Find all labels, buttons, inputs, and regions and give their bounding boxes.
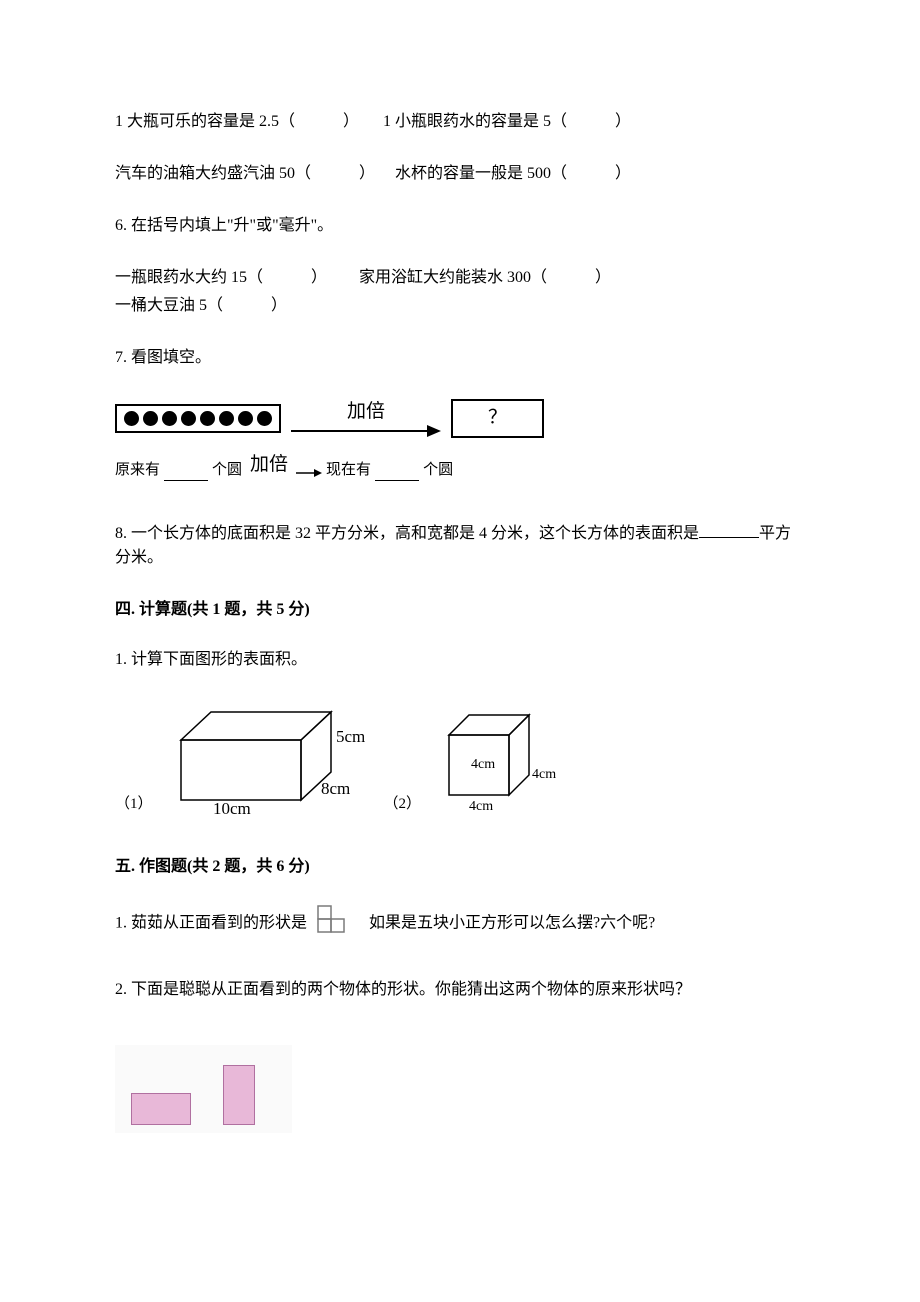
dot <box>143 411 158 426</box>
figures-row: （1） 5cm 8cm 10cm （2） 4cm 4cm 4cm <box>115 700 805 815</box>
q5-line2-b: 水杯的容量一般是 500（ ） <box>395 165 631 182</box>
dot <box>257 411 272 426</box>
q7-title: 7. 看图填空。 <box>115 346 805 370</box>
q7-row2: 原来有 个圆 加倍 现在有 个圆 <box>115 453 805 482</box>
blank-field[interactable] <box>164 465 208 481</box>
arrow-wrap: 加倍 <box>291 398 441 439</box>
dot <box>124 411 139 426</box>
blank-field[interactable] <box>699 521 759 538</box>
sec5-q1-a: 1. 茹茹从正面看到的形状是 <box>115 915 307 932</box>
question-box: ？ <box>451 399 544 438</box>
cuboid-l: 10cm <box>213 799 251 815</box>
q5-line1-a: 1 大瓶可乐的容量是 2.5（ ） <box>115 113 359 130</box>
cuboid-figure: 5cm 8cm 10cm <box>171 700 366 815</box>
q7-row2-a: 原来有 <box>115 459 160 482</box>
dot <box>219 411 234 426</box>
q6-line1: 一瓶眼药水大约 15（ ） 家用浴缸大约能装水 300（ ） <box>115 266 805 290</box>
q6-line2: 一桶大豆油 5（ ） <box>115 294 805 318</box>
cube-a: 4cm <box>471 757 495 772</box>
dot <box>181 411 196 426</box>
q6-title: 6. 在括号内填上"升"或"毫升"。 <box>115 214 805 238</box>
q6-line1-b: 家用浴缸大约能装水 300（ ） <box>359 269 611 286</box>
cuboid-w: 8cm <box>321 779 350 798</box>
small-arrow-icon <box>296 467 322 479</box>
fig2-label: （2） <box>384 793 422 816</box>
sec4-q1: 1. 计算下面图形的表面积。 <box>115 648 805 672</box>
fig1-label: （1） <box>115 793 153 816</box>
l-shape-icon <box>317 905 347 943</box>
q5-line1-b: 1 小瓶眼药水的容量是 5（ ） <box>383 113 631 130</box>
q7-row2-b: 现在有 <box>326 459 371 482</box>
section5-title: 五. 作图题(共 2 题，共 6 分) <box>115 855 805 879</box>
cube-c: 4cm <box>469 799 493 814</box>
q8-text: 8. 一个长方体的底面积是 32 平方分米，高和宽都是 4 分米，这个长方体的表… <box>115 521 805 570</box>
sec5-q2: 2. 下面是聪聪从正面看到的两个物体的形状。你能猜出这两个物体的原来形状吗？ <box>115 971 805 1009</box>
q7-row2-unit1: 个圆 <box>212 459 242 482</box>
q7-diagram: 加倍 ？ 原来有 个圆 加倍 现在有 个圆 <box>115 398 805 481</box>
q6-line1-a: 一瓶眼药水大约 15（ ） <box>115 269 327 286</box>
dot <box>162 411 177 426</box>
q7-row2-unit2: 个圆 <box>423 459 453 482</box>
dot <box>238 411 253 426</box>
section4-title: 四. 计算题(共 1 题，共 5 分) <box>115 598 805 622</box>
blank-field[interactable] <box>375 465 419 481</box>
cuboid-h: 5cm <box>336 727 365 746</box>
q8-text-a: 8. 一个长方体的底面积是 32 平方分米，高和宽都是 4 分米，这个长方体的表… <box>115 525 699 542</box>
q5-line1: 1 大瓶可乐的容量是 2.5（ ） 1 小瓶眼药水的容量是 5（ ） <box>115 110 805 134</box>
horizontal-rect <box>131 1093 191 1125</box>
sec5-q1-b: 如果是五块小正方形可以怎么摆?六个呢? <box>369 915 655 932</box>
arrow-icon <box>291 423 441 439</box>
dot <box>200 411 215 426</box>
cube-figure: 4cm 4cm 4cm <box>439 700 559 815</box>
page-content: 1 大瓶可乐的容量是 2.5（ ） 1 小瓶眼药水的容量是 5（ ） 汽车的油箱… <box>0 0 920 1183</box>
sec5-q1: 1. 茹茹从正面看到的形状是 如果是五块小正方形可以怎么摆?六个呢? <box>115 905 805 943</box>
dots-box <box>115 404 281 433</box>
two-rects-figure <box>115 1045 292 1133</box>
q7-row1: 加倍 ？ <box>115 398 805 439</box>
cube-b: 4cm <box>532 767 556 782</box>
q5-line2: 汽车的油箱大约盛汽油 50（ ） 水杯的容量一般是 500（ ） <box>115 162 805 186</box>
vertical-rect <box>223 1065 255 1125</box>
q7-mid-label: 加倍 <box>250 451 288 480</box>
q5-line2-a: 汽车的油箱大约盛汽油 50（ ） <box>115 165 375 182</box>
